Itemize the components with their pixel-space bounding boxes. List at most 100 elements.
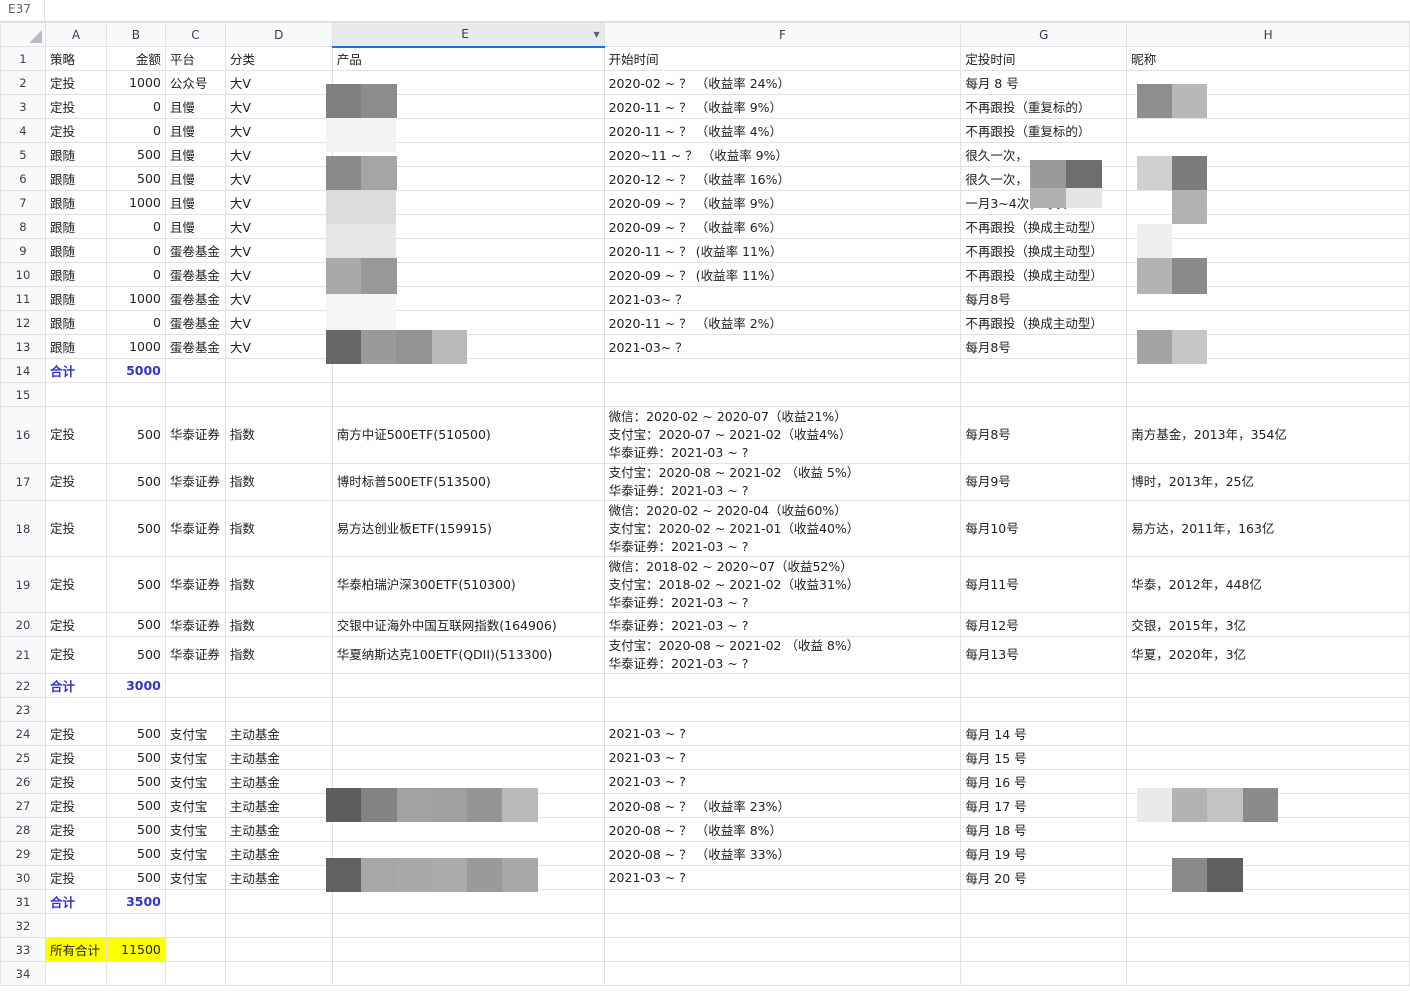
row-number[interactable]: 3 xyxy=(0,94,46,119)
cell-f[interactable]: 2020-11 ~ ？ （收益率 9%） xyxy=(603,94,962,119)
cell-c[interactable]: 华泰证券 xyxy=(164,556,226,613)
cell-d[interactable]: 主动基金 xyxy=(224,793,333,818)
cell-c[interactable] xyxy=(164,382,226,407)
cell-a[interactable]: 合计 xyxy=(44,889,107,914)
cell-g[interactable]: 每月 18 号 xyxy=(960,817,1128,842)
cell-g[interactable]: 不再跟投（重复标的） xyxy=(960,118,1128,143)
cell-e[interactable] xyxy=(331,961,605,986)
row-number[interactable]: 4 xyxy=(0,118,46,143)
cell-f[interactable]: 2021-03 ~ ? xyxy=(603,745,962,770)
cell-b[interactable]: 3000 xyxy=(105,673,166,698)
cell-b[interactable]: 5000 xyxy=(105,358,166,383)
cell-a[interactable]: 跟随 xyxy=(44,262,107,287)
cell-a[interactable]: 跟随 xyxy=(44,310,107,335)
cell-a[interactable]: 定投 xyxy=(44,500,107,557)
cell-d[interactable]: 大V xyxy=(224,118,333,143)
row-number[interactable]: 29 xyxy=(0,841,46,866)
cell-d[interactable]: 大V xyxy=(224,94,333,119)
cell-d[interactable]: 大V xyxy=(224,334,333,359)
cell-a[interactable]: 定投 xyxy=(44,406,107,464)
cell-f[interactable] xyxy=(603,382,962,407)
cell-e[interactable]: 华泰柏瑞沪深300ETF(510300) xyxy=(331,556,605,613)
row-number[interactable]: 17 xyxy=(0,463,46,501)
cell-h[interactable] xyxy=(1126,913,1410,938)
cell-b[interactable]: 11500 xyxy=(105,937,166,962)
cell-c[interactable] xyxy=(164,913,226,938)
cell-a[interactable]: 定投 xyxy=(44,865,107,890)
cell-c[interactable] xyxy=(164,697,226,722)
cell-b[interactable]: 3500 xyxy=(105,889,166,914)
cell-g[interactable] xyxy=(960,673,1128,698)
cell-a[interactable]: 合计 xyxy=(44,673,107,698)
cell-b[interactable]: 500 xyxy=(105,636,166,674)
cell-a[interactable] xyxy=(44,913,107,938)
cell-f[interactable] xyxy=(603,961,962,986)
cell-b[interactable]: 0 xyxy=(105,214,166,239)
cell-d[interactable] xyxy=(224,937,333,962)
cell-d[interactable]: 大V xyxy=(224,166,333,191)
row-number[interactable]: 9 xyxy=(0,238,46,263)
cell-c[interactable]: 且慢 xyxy=(164,118,226,143)
cell-c[interactable]: 华泰证券 xyxy=(164,500,226,557)
row-number[interactable]: 8 xyxy=(0,214,46,239)
cell-h[interactable]: 易方达，2011年，163亿 xyxy=(1126,500,1410,557)
cell-g[interactable] xyxy=(960,961,1128,986)
cell-f[interactable]: 微信：2020-02 ~ 2020-07（收益21%） 支付宝：2020-07 ~… xyxy=(603,406,962,464)
cell-d[interactable]: 指数 xyxy=(224,636,333,674)
row-number[interactable]: 24 xyxy=(0,721,46,746)
cell-d[interactable] xyxy=(224,889,333,914)
cell-a[interactable] xyxy=(44,697,107,722)
column-header-f[interactable]: F xyxy=(603,22,962,47)
cell-c[interactable]: 支付宝 xyxy=(164,793,226,818)
cell-c[interactable]: 蛋卷基金 xyxy=(164,310,226,335)
row-number[interactable]: 25 xyxy=(0,745,46,770)
cell-c[interactable]: 公众号 xyxy=(164,70,226,95)
cell-g[interactable]: 不再跟投（换成主动型） xyxy=(960,238,1128,263)
cell-g[interactable]: 每月 17 号 xyxy=(960,793,1128,818)
cell-a[interactable]: 定投 xyxy=(44,94,107,119)
cell-d[interactable]: 大V xyxy=(224,190,333,215)
cell-c[interactable]: 支付宝 xyxy=(164,721,226,746)
cell-a[interactable]: 定投 xyxy=(44,612,107,637)
cell-e[interactable] xyxy=(331,745,605,770)
cell-b[interactable]: 500 xyxy=(105,500,166,557)
cell-g[interactable]: 定投时间 xyxy=(960,46,1128,71)
column-header-e[interactable]: E ▼ xyxy=(331,22,605,48)
cell-d[interactable]: 大V xyxy=(224,142,333,167)
cell-b[interactable]: 1000 xyxy=(105,70,166,95)
row-number[interactable]: 34 xyxy=(0,961,46,986)
row-number[interactable]: 11 xyxy=(0,286,46,311)
row-number[interactable]: 18 xyxy=(0,500,46,557)
cell-b[interactable]: 1000 xyxy=(105,334,166,359)
cell-h[interactable]: 昵称 xyxy=(1126,46,1410,71)
cell-a[interactable]: 定投 xyxy=(44,721,107,746)
cell-g[interactable]: 不再跟投（重复标的） xyxy=(960,94,1128,119)
cell-a[interactable] xyxy=(44,961,107,986)
cell-d[interactable] xyxy=(224,913,333,938)
cell-h[interactable] xyxy=(1126,673,1410,698)
cell-b[interactable]: 0 xyxy=(105,118,166,143)
cell-a[interactable]: 跟随 xyxy=(44,190,107,215)
cell-h[interactable]: 南方基金，2013年，354亿 xyxy=(1126,406,1410,464)
cell-b[interactable]: 500 xyxy=(105,406,166,464)
cell-g[interactable]: 每月8号 xyxy=(960,286,1128,311)
cell-a[interactable]: 所有合计 xyxy=(44,937,107,962)
cell-b[interactable]: 500 xyxy=(105,817,166,842)
cell-c[interactable]: 且慢 xyxy=(164,142,226,167)
row-number[interactable]: 13 xyxy=(0,334,46,359)
cell-c[interactable]: 且慢 xyxy=(164,94,226,119)
row-number[interactable]: 19 xyxy=(0,556,46,613)
cell-g[interactable]: 每月8号 xyxy=(960,334,1128,359)
cell-g[interactable]: 每月 20 号 xyxy=(960,865,1128,890)
cell-b[interactable]: 500 xyxy=(105,463,166,501)
cell-a[interactable]: 定投 xyxy=(44,70,107,95)
row-number[interactable]: 27 xyxy=(0,793,46,818)
cell-e[interactable] xyxy=(331,673,605,698)
cell-e[interactable] xyxy=(331,382,605,407)
cell-d[interactable] xyxy=(224,673,333,698)
cell-c[interactable]: 蛋卷基金 xyxy=(164,286,226,311)
cell-h[interactable] xyxy=(1126,118,1410,143)
cell-d[interactable]: 大V xyxy=(224,238,333,263)
cell-f[interactable]: 2020-09 ~ ？ （收益率 9%） xyxy=(603,190,962,215)
cell-c[interactable]: 华泰证券 xyxy=(164,636,226,674)
